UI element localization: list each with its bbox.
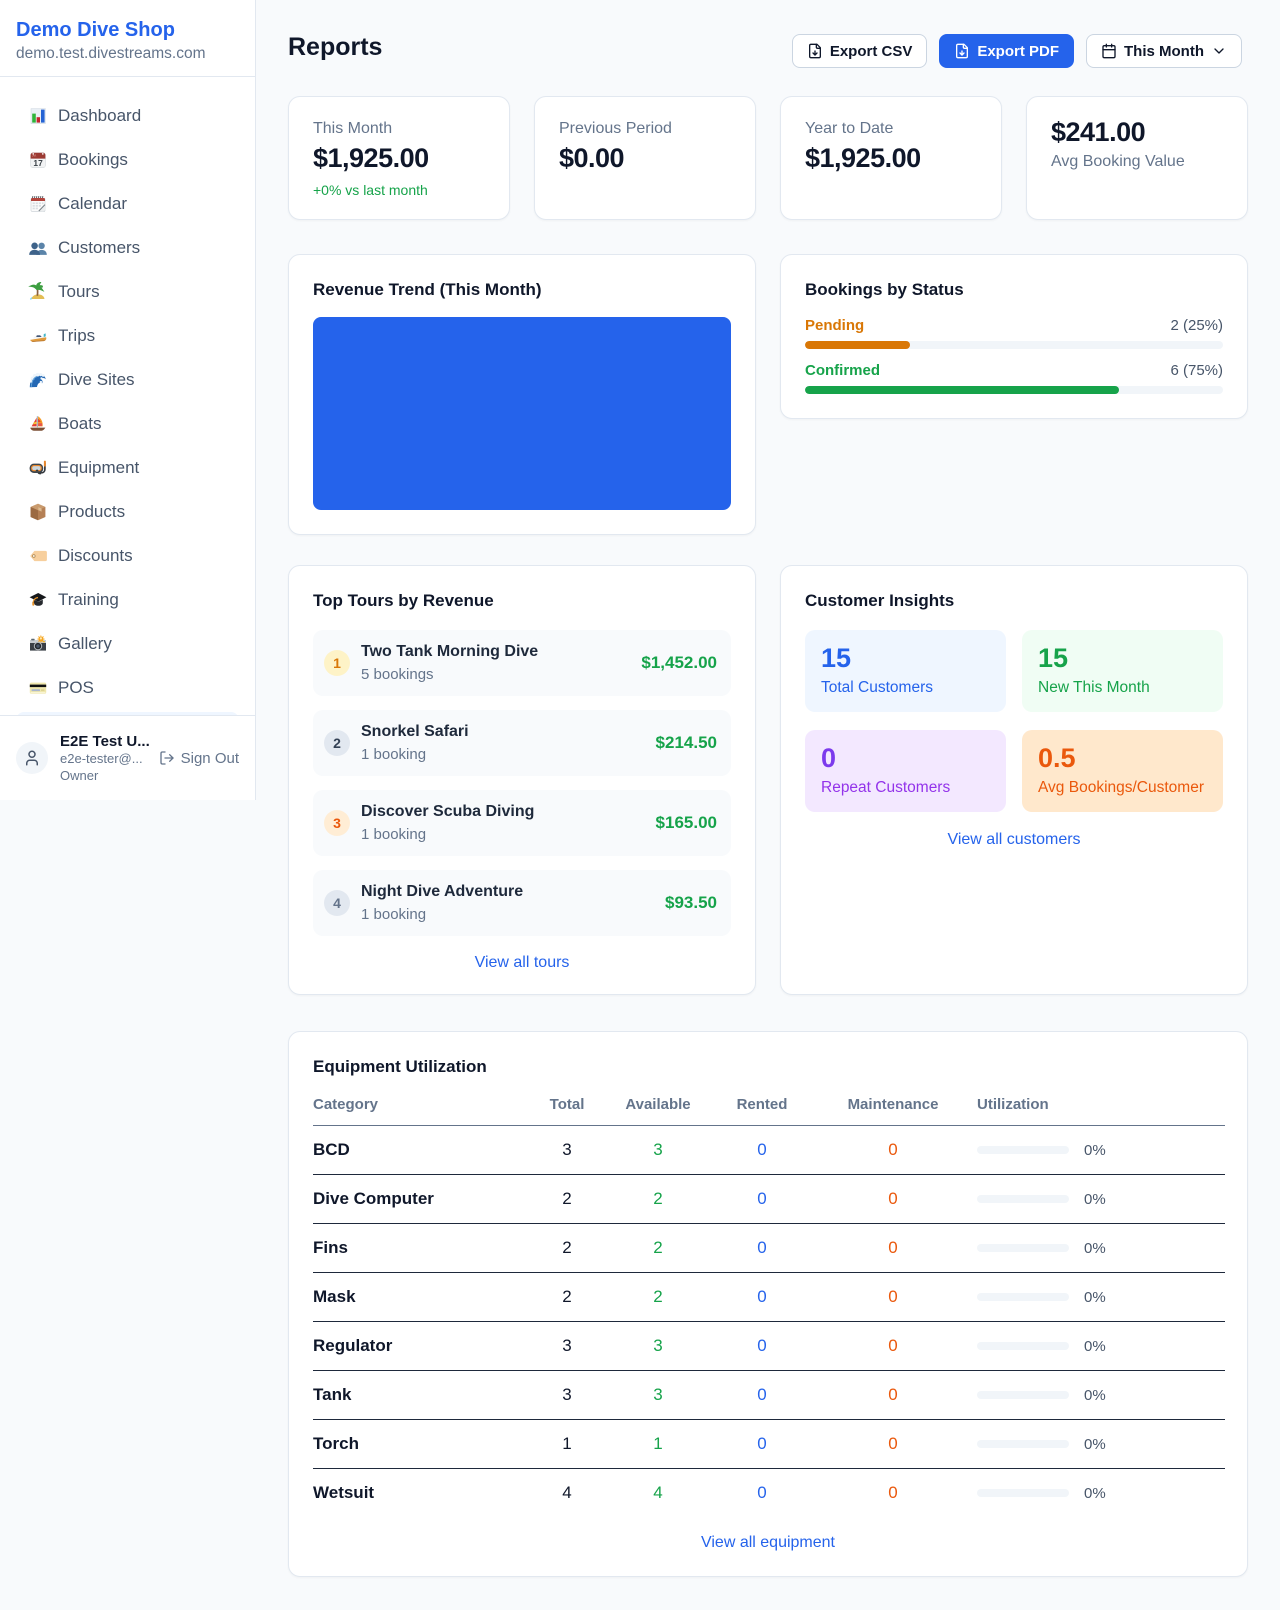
- svg-text:17: 17: [33, 158, 43, 168]
